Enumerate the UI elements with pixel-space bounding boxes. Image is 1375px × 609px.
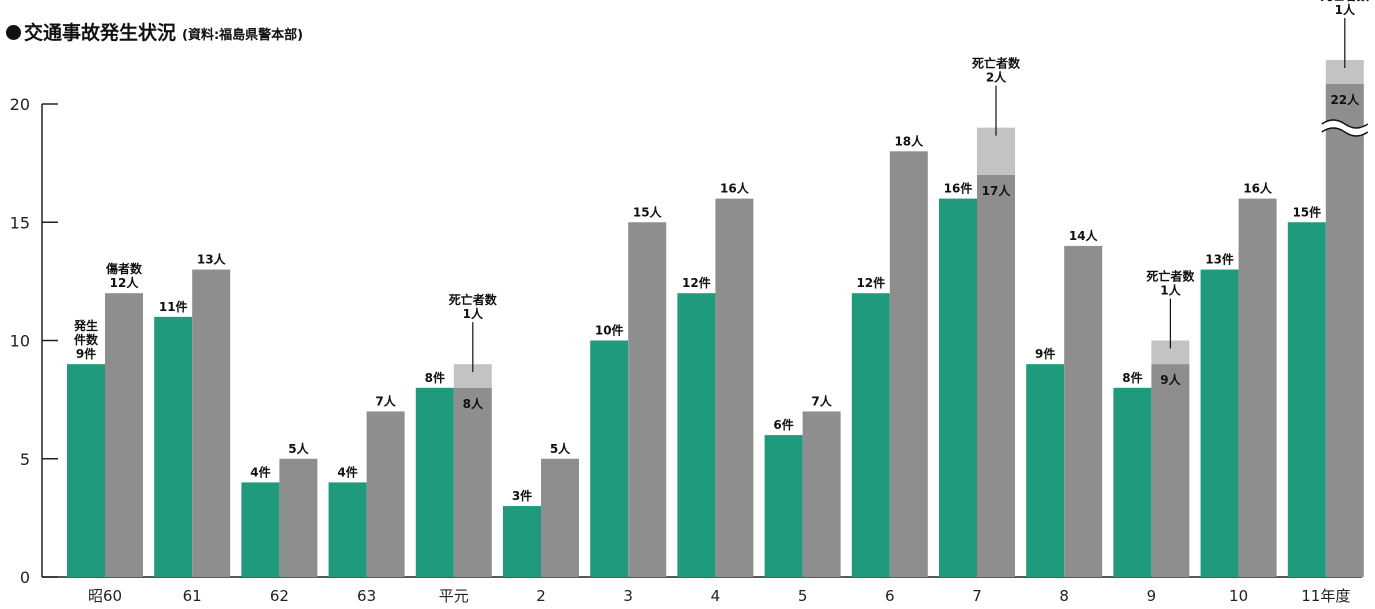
accidents-bar — [764, 435, 803, 577]
injured-data-label: 17人 — [982, 183, 1012, 198]
x-tick-label: 2 — [536, 587, 546, 605]
accidents-data-label: 16件 — [944, 181, 973, 196]
injured-data-label: 8人 — [463, 396, 484, 411]
injured-bar — [105, 293, 143, 577]
injured-bar — [1064, 245, 1103, 577]
injured-bar — [1325, 84, 1364, 577]
x-tick-label: 8 — [1059, 587, 1069, 605]
injured-bar — [1238, 198, 1277, 577]
fatalities-data-label: 死亡者数 2人 — [972, 56, 1021, 85]
accidents-data-label: 12件 — [682, 275, 711, 290]
injured-data-label: 18人 — [894, 133, 924, 148]
chart-title: 交通事故発生状況 — [24, 22, 177, 44]
accidents-data-label: 4件 — [337, 464, 357, 479]
axis-break-line — [1321, 119, 1369, 129]
injured-data-label: 14人 — [1069, 228, 1099, 243]
accidents-data-label: 発生件数 9件 — [73, 318, 99, 361]
x-tick-label: 11年度 — [1301, 587, 1350, 605]
injured-bar — [715, 198, 754, 577]
x-tick-label: 6 — [885, 587, 895, 605]
x-tick-label: 9 — [1147, 587, 1157, 605]
injured-data-label: 22人 — [1330, 92, 1360, 107]
injured-bar — [453, 387, 492, 577]
x-tick-label: 平元 — [439, 587, 469, 605]
x-tick-label: 5 — [798, 587, 808, 605]
accidents-bar — [328, 482, 367, 577]
x-tick-label: 3 — [623, 587, 633, 605]
injured-bar — [279, 458, 318, 577]
x-tick-label: 61 — [183, 587, 202, 605]
injured-data-label: 7人 — [375, 393, 396, 408]
injured-bar — [192, 269, 231, 577]
y-tick-label: 0 — [20, 568, 30, 587]
accidents-data-label: 13件 — [1205, 252, 1234, 267]
accidents-data-label: 3件 — [512, 488, 532, 503]
injured-bar — [1151, 364, 1190, 577]
accidents-bar — [503, 506, 541, 577]
accidents-bar — [415, 387, 454, 577]
accidents-bar — [939, 198, 977, 577]
accidents-bar — [241, 482, 280, 577]
accidents-bar — [677, 293, 716, 577]
accidents-data-label: 4件 — [250, 464, 270, 479]
accidents-data-label: 10件 — [595, 323, 624, 338]
x-tick-label: 10 — [1229, 587, 1248, 605]
injured-data-label: 16人 — [1243, 181, 1273, 196]
injured-data-label: 5人 — [288, 441, 309, 456]
x-tick-label: 昭60 — [88, 587, 122, 605]
y-tick-label: 15 — [10, 213, 30, 232]
x-tick-label: 7 — [972, 587, 982, 605]
y-tick-label: 20 — [10, 95, 30, 114]
accidents-bar — [1200, 269, 1239, 577]
injured-data-label: 13人 — [197, 252, 227, 267]
axis-break-gap — [1321, 120, 1368, 136]
accidents-bar — [590, 340, 629, 577]
x-tick-label: 4 — [711, 587, 721, 605]
injured-data-label: 15人 — [633, 204, 663, 219]
y-tick-label: 10 — [10, 332, 30, 351]
accidents-bar — [1287, 222, 1326, 577]
accidents-bar — [1026, 364, 1065, 577]
fatalities-bar — [453, 364, 492, 388]
accidents-data-label: 8件 — [1122, 370, 1142, 385]
injured-data-label: 5人 — [550, 441, 571, 456]
injured-bar — [802, 411, 841, 577]
injured-data-label: 16人 — [720, 181, 750, 196]
accidents-data-label: 15件 — [1292, 204, 1321, 219]
injured-data-label: 9人 — [1160, 372, 1181, 387]
accidents-data-label: 9件 — [1035, 346, 1055, 361]
accidents-data-label: 11件 — [159, 299, 188, 314]
x-tick-label: 62 — [270, 587, 289, 605]
accidents-bar — [1113, 387, 1152, 577]
injured-bar — [889, 151, 928, 578]
accidents-data-label: 12件 — [856, 275, 885, 290]
accidents-data-label: 6件 — [773, 417, 793, 432]
chart-source: (資料:福島県警本部) — [182, 28, 304, 43]
x-tick-label: 63 — [357, 587, 376, 605]
bullet-dot-icon — [6, 25, 21, 40]
injured-data-label: 傷者数 12人 — [105, 261, 143, 290]
injured-bar — [628, 222, 667, 577]
injured-bar — [977, 174, 1015, 577]
injured-bar — [541, 458, 579, 577]
accidents-bar — [67, 364, 105, 577]
chart-title-block: 交通事故発生状況 (資料:福島県警本部) — [6, 18, 303, 45]
axis-break-line — [1321, 127, 1369, 137]
fatalities-bar — [1151, 340, 1190, 365]
injured-data-label: 7人 — [811, 393, 832, 408]
injured-bar — [366, 411, 405, 577]
y-tick-label: 5 — [20, 450, 30, 469]
accidents-bar — [154, 316, 193, 577]
accidents-data-label: 8件 — [425, 370, 445, 385]
accidents-bar — [851, 293, 890, 577]
